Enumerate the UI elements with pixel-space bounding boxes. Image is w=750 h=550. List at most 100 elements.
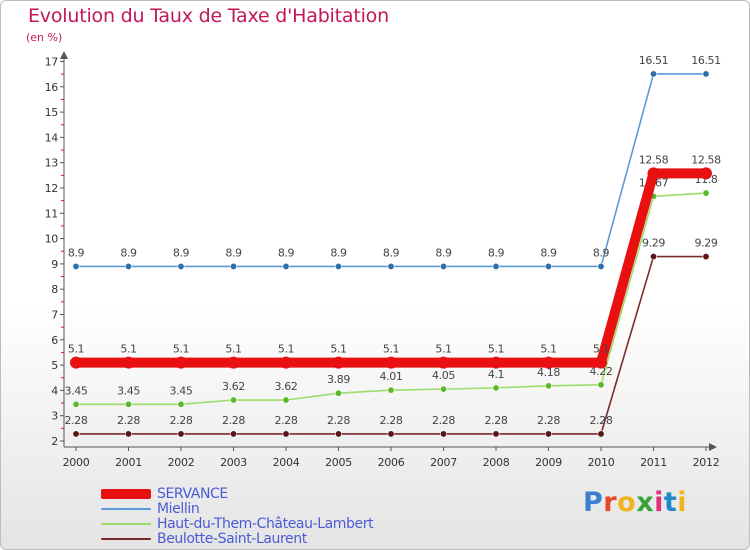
data-point — [282, 430, 290, 438]
y-tick-label: 15 — [45, 106, 59, 119]
x-tick-label: 2012 — [693, 456, 720, 469]
data-point — [122, 356, 135, 369]
data-label: 8.9 — [120, 246, 137, 259]
data-label: 5.1 — [593, 343, 609, 356]
data-label: 16.51 — [691, 54, 721, 67]
data-point — [702, 70, 710, 78]
data-label: 2.28 — [590, 414, 613, 427]
data-label: 12.58 — [691, 153, 721, 166]
data-point — [490, 356, 502, 369]
data-label: 8.9 — [593, 246, 610, 259]
data-label: 3.45 — [170, 384, 193, 397]
y-tick-label: 17 — [45, 56, 59, 69]
data-label: 5.1 — [488, 343, 504, 356]
data-label: 9.29 — [642, 237, 665, 250]
data-point — [387, 386, 395, 394]
data-label: 2.28 — [432, 414, 455, 427]
data-point — [175, 356, 187, 369]
x-axis-arrow — [709, 443, 717, 451]
logo-letter: i — [677, 487, 688, 518]
x-tick-label: 2008 — [483, 456, 510, 469]
y-tick-label: 16 — [45, 81, 59, 94]
legend-label: Beulotte-Saint-Laurent — [157, 530, 307, 547]
legend-swatch — [101, 537, 151, 540]
data-point — [177, 430, 185, 438]
data-point — [492, 262, 500, 270]
data-label: 9.29 — [695, 237, 718, 250]
data-label: 2.28 — [380, 414, 403, 427]
data-label: 8.9 — [383, 246, 400, 259]
data-point — [649, 253, 657, 261]
data-point — [387, 262, 395, 270]
logo-letter: r — [603, 487, 618, 518]
data-point — [385, 356, 397, 369]
y-tick-label: 3 — [51, 410, 58, 423]
y-tick-label: 12 — [45, 182, 58, 195]
data-point — [542, 356, 555, 369]
legend-swatch — [101, 507, 151, 510]
data-point — [280, 356, 292, 369]
x-tick-label: 2005 — [325, 456, 352, 469]
chart-title: Evolution du Taux de Taxe d'Habitation — [28, 5, 389, 27]
data-point — [125, 430, 133, 438]
y-tick-label: 11 — [45, 207, 58, 220]
data-label: 8.9 — [68, 246, 85, 259]
data-point — [492, 430, 500, 438]
y-tick-label: 7 — [51, 309, 58, 322]
data-point — [595, 356, 607, 369]
data-label: 5.1 — [68, 343, 84, 356]
data-point — [334, 262, 342, 270]
data-point — [597, 262, 605, 270]
data-label: 5.1 — [540, 343, 556, 356]
data-point — [125, 400, 133, 408]
proxiti-logo: Proxiti — [583, 487, 687, 518]
data-point — [544, 382, 552, 390]
y-tick-label: 8 — [51, 283, 58, 296]
logo-letter: i — [654, 487, 664, 518]
data-label: 5.1 — [120, 343, 136, 356]
data-label: 8.9 — [435, 246, 452, 259]
data-point — [230, 262, 238, 270]
x-tick-label: 2009 — [535, 456, 562, 469]
data-label: 5.1 — [435, 343, 451, 356]
logo-letter: x — [636, 487, 655, 518]
x-tick-label: 2004 — [273, 456, 300, 469]
data-point — [72, 430, 80, 438]
data-label: 8.9 — [225, 246, 242, 259]
legend-item-miellin: Miellin — [101, 501, 373, 517]
x-tick-label: 2003 — [220, 456, 247, 469]
data-point — [70, 356, 82, 369]
legend-swatch — [101, 522, 151, 525]
data-label: 2.28 — [170, 414, 193, 427]
data-label: 4.18 — [537, 366, 560, 379]
logo-letter: o — [617, 487, 637, 518]
data-label: 4.1 — [488, 368, 504, 381]
data-label: 5.1 — [383, 343, 399, 356]
data-point — [230, 430, 238, 438]
data-point — [227, 356, 240, 369]
data-point — [544, 430, 552, 438]
x-tick-label: 2006 — [378, 456, 405, 469]
y-tick-label: 2 — [51, 435, 58, 448]
legend-item-haut-du-them: Haut-du-Them-Château-Lambert — [101, 515, 374, 532]
data-label: 12.58 — [639, 153, 669, 166]
data-point — [439, 430, 447, 438]
logo-letter: t — [663, 487, 678, 518]
data-label: 2.28 — [65, 414, 88, 427]
data-point — [649, 70, 657, 78]
legend-item-beulotte: Beulotte-Saint-Laurent — [101, 530, 373, 547]
data-label: 5.1 — [225, 343, 241, 356]
data-label: 3.89 — [327, 373, 350, 386]
data-point — [282, 396, 290, 404]
y-tick-label: 5 — [51, 359, 58, 372]
data-point — [439, 262, 447, 270]
data-point — [334, 389, 342, 397]
legend-swatch — [101, 488, 151, 499]
x-tick-label: 2010 — [588, 456, 615, 469]
data-point — [72, 262, 80, 270]
data-point — [177, 400, 185, 408]
y-axis-arrow — [60, 51, 68, 59]
x-tick-label: 2011 — [640, 456, 667, 469]
legend-label: Haut-du-Them-Château-Lambert — [157, 515, 374, 532]
